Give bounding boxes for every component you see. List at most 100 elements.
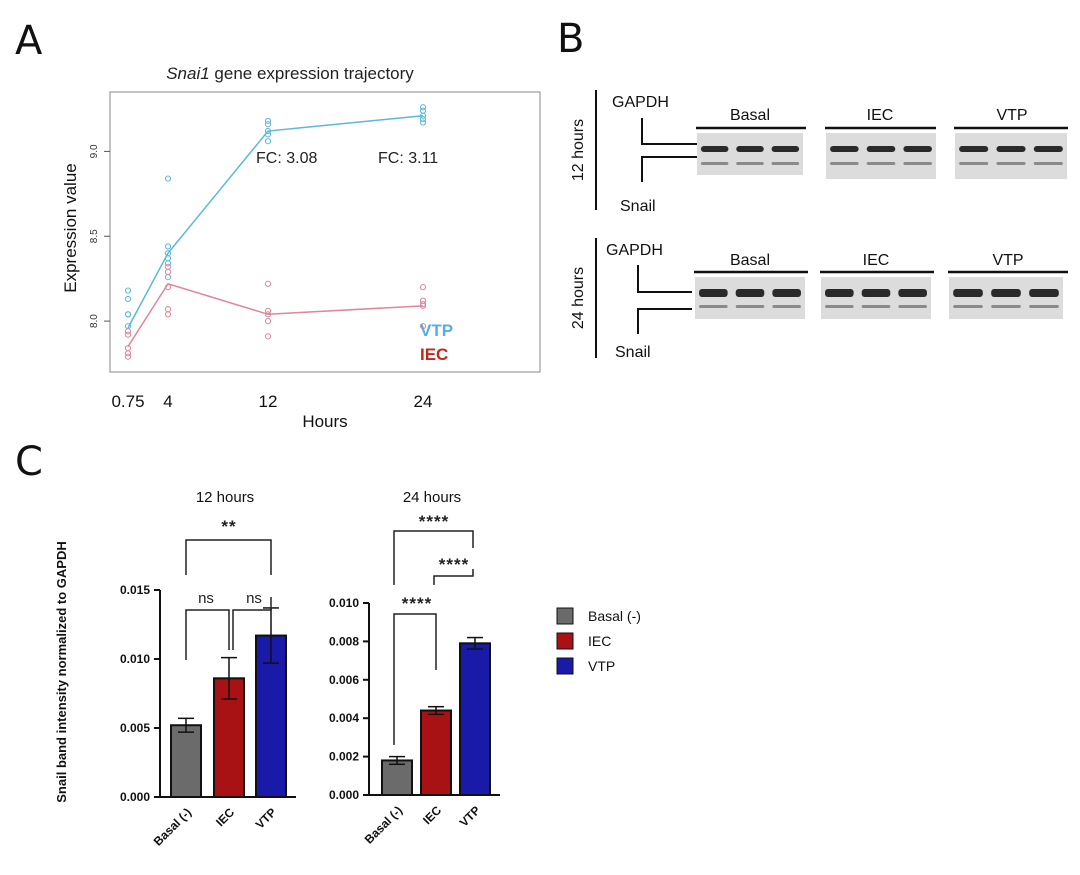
row1-snail-label: Snail [620,198,656,215]
panel-a-y-axis-label: Expression value [61,163,80,292]
y-tick-label: 0.010 [329,596,359,610]
data-point-iec [264,317,272,325]
sig-label-12h-iec-vtp: ns [246,590,262,607]
sig-label-24h-basal-iec: **** [402,594,432,613]
legend-label-iec: IEC [588,633,611,649]
x-tick-label: 24 [414,392,433,411]
data-point-iec [264,311,272,318]
panel-a-axes: 8.0 8.5 9.0 0.75 4 12 24 [89,144,432,411]
gapdh-band [903,146,932,152]
y-tick-label: 0.008 [329,634,359,648]
y-tick-label: 0.002 [329,750,359,764]
snail-band [700,162,729,165]
data-point-iec [419,284,427,291]
data-point-vtp [264,117,272,124]
gapdh-band [700,146,729,152]
data-point-iec [164,263,172,270]
data-point-vtp [264,127,272,135]
row1-gapdh-label: GAPDH [612,94,669,111]
data-point-vtp [164,175,172,182]
data-point-vtp [419,104,427,111]
x-tick-label: 4 [163,392,172,411]
row2-gapdh-label: GAPDH [606,242,663,259]
data-point-iec [124,353,132,360]
gapdh-band [959,146,989,152]
panel-label-c: C [15,439,43,485]
data-point-iec [264,333,272,340]
blot-image [826,133,936,179]
blot-group-label: VTP [996,107,1027,124]
data-point-vtp [124,287,132,294]
data-point-iec [419,301,427,308]
legend-swatch-vtp [556,657,574,675]
y-tick-label: 0.000 [120,790,150,804]
x-tick-label: 0.75 [111,392,144,411]
x-tick-label: VTP [253,805,279,831]
legend-swatch-iec [556,632,574,650]
sig-label-24h-basal-vtp: **** [419,512,449,531]
bar-0 [381,759,413,797]
x-tick-label: Basal (-) [151,805,194,848]
x-tick-label: Basal (-) [362,803,405,846]
y-tick-label: 0.004 [329,711,359,725]
x-tick-label: IEC [213,805,237,829]
y-tick-label: 0.000 [329,788,359,802]
y-tick-label: 0.010 [120,652,150,666]
gapdh-band [736,146,764,152]
snail-band [959,162,989,165]
snail-band [772,305,801,308]
blot-group-label: Basal [730,107,770,124]
snail-band [991,305,1021,308]
row1-blots: Basal IEC VTP [696,107,1068,179]
y-tick-label: 0.006 [329,673,359,687]
data-point-vtp [264,131,272,138]
snail-band [735,305,765,308]
data-point-vtp [419,107,427,114]
panel-c-y-axis-label: Snail band intensity normalized to GAPDH [54,541,69,802]
panel-a-x-axis-label: Hours [302,412,347,431]
data-point-iec [264,307,272,315]
data-point-vtp [124,323,132,330]
snail-band [736,162,764,165]
row2-snail-pointer [637,308,692,334]
x-tick-label: VTP [457,803,483,829]
panel-a-title: Snai1 gene expression trajectory [166,64,414,83]
panel-b-western-blots: 12 hours GAPDH Snail Basal IEC VTP 24 hour… [570,90,1068,361]
gapdh-band [1033,146,1063,152]
snail-band [771,162,800,165]
snail-band [903,162,932,165]
panel-label-a: A [15,18,43,64]
gapdh-band [735,289,765,297]
panel-c-bar-charts: Snail band intensity normalized to GAPDH… [54,489,641,849]
row1-gapdh-pointer [641,118,697,145]
sig-label-24h-iec-vtp: **** [439,555,469,574]
bar-legend: Basal (-) IEC VTP [556,607,641,675]
gapdh-band [699,289,728,297]
gapdh-band [830,146,859,152]
bar-1 [420,709,452,797]
sig-bracket-12h-iec-vtp [232,597,272,650]
snail-band [825,305,854,308]
blot-image [695,277,805,319]
data-point-vtp [419,112,427,119]
gapdh-band [1029,289,1059,297]
data-point-vtp [164,260,172,267]
snail-band [866,162,896,165]
data-point-vtp [124,295,132,303]
sig-bracket-24h-basal-vtp [393,530,474,585]
bar-chart-24h-title: 24 hours [403,489,461,506]
gapdh-band [825,289,854,297]
x-tick-label: IEC [420,803,444,827]
gapdh-band [991,289,1021,297]
legend-iec: IEC [420,345,448,364]
data-point-iec [124,331,132,338]
blot-group-label: IEC [863,252,890,269]
bar-chart-12h: 0.000 0.005 0.010 0.015 Basal (-) IEC VTP [120,583,296,849]
gapdh-band [953,289,983,297]
snail-band [830,162,859,165]
blot-image [955,133,1067,179]
gapdh-band [771,146,800,152]
legend-vtp: VTP [420,321,453,340]
bar-0 [170,724,202,798]
